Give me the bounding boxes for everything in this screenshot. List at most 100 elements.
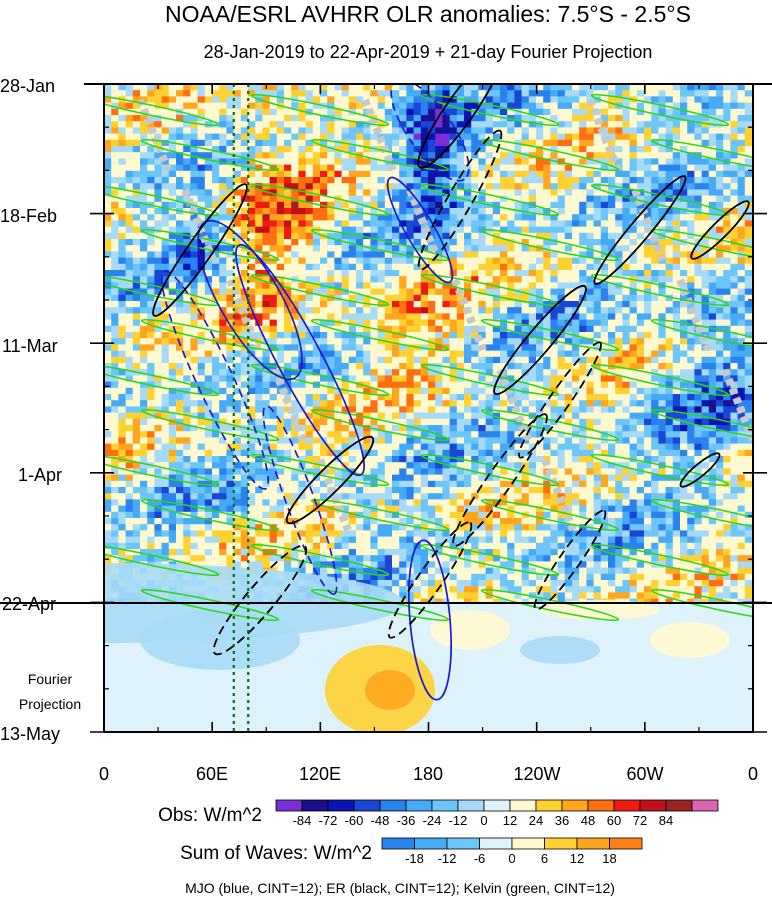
olr-cell <box>543 251 551 258</box>
olr-cell <box>399 412 407 420</box>
olr-cell <box>701 183 710 190</box>
olr-cell <box>118 220 126 227</box>
olr-cell <box>197 133 206 141</box>
olr-cell <box>730 195 738 203</box>
olr-cell <box>291 108 299 116</box>
olr-cell <box>118 319 126 327</box>
olr-cell <box>550 96 558 103</box>
olr-cell <box>284 96 292 103</box>
olr-cell <box>176 177 184 184</box>
olr-cell <box>744 220 753 227</box>
olr-cell <box>334 102 342 110</box>
olr-cell <box>658 146 666 153</box>
olr-cell <box>658 350 666 358</box>
olr-cell <box>370 257 378 265</box>
olr-cell <box>384 356 393 364</box>
olr-cell <box>687 90 695 97</box>
olr-cell <box>204 226 213 234</box>
olr-cell <box>327 418 335 426</box>
olr-cell <box>356 90 364 97</box>
olr-cell <box>104 189 112 196</box>
olr-cell <box>291 332 299 339</box>
olr-cell <box>464 325 472 333</box>
olr-cell <box>176 90 184 97</box>
olr-cell <box>550 183 558 190</box>
olr-cell <box>240 115 249 122</box>
olr-cell <box>514 183 522 190</box>
olr-cell <box>140 121 148 128</box>
olr-cell <box>363 406 371 413</box>
olr-cell <box>442 356 450 364</box>
olr-cell <box>291 350 299 358</box>
olr-cell <box>262 177 270 184</box>
olr-cell <box>737 239 746 246</box>
olr-cell <box>557 350 566 358</box>
olr-cell <box>118 208 126 215</box>
olr-cell <box>464 400 472 407</box>
olr-cell <box>233 139 242 147</box>
olr-cell <box>168 121 177 128</box>
olr-cell <box>132 226 141 234</box>
olr-cell <box>485 208 494 215</box>
olr-cell <box>456 170 465 178</box>
olr-cell <box>262 406 270 413</box>
olr-cell <box>348 282 357 289</box>
olr-cell <box>312 276 321 283</box>
olr-cell <box>708 146 717 153</box>
olr-cell <box>406 369 414 376</box>
olr-cell <box>478 381 486 389</box>
olr-cell <box>413 133 422 141</box>
olr-cell <box>730 90 738 97</box>
olr-cell <box>204 288 213 296</box>
olr-cell <box>219 363 227 370</box>
olr-cell <box>564 121 573 128</box>
olr-cell <box>125 170 134 178</box>
olr-cell <box>543 257 551 265</box>
olr-cell <box>694 115 702 122</box>
olr-cell <box>348 201 357 209</box>
olr-cell <box>658 115 666 122</box>
olr-cell <box>168 214 177 221</box>
olr-cell <box>716 400 724 407</box>
olr-cell <box>341 369 350 376</box>
olr-cell <box>312 127 321 134</box>
olr-cell <box>687 239 695 246</box>
olr-cell <box>147 257 155 265</box>
olr-cell <box>197 158 206 165</box>
olr-cell <box>305 363 314 370</box>
olr-cell <box>478 270 486 277</box>
olr-cell <box>629 369 638 376</box>
olr-cell <box>449 381 458 389</box>
olr-cell <box>471 350 479 358</box>
olr-cell <box>536 313 544 320</box>
olr-cell <box>629 350 638 358</box>
olr-cell <box>348 220 357 227</box>
olr-cell <box>485 96 494 103</box>
olr-cell <box>435 139 443 147</box>
olr-cell <box>456 338 465 345</box>
olr-cell <box>255 127 263 134</box>
olr-cell <box>219 263 227 271</box>
olr-cell <box>147 84 155 91</box>
olr-cell <box>125 146 134 153</box>
olr-cell <box>327 288 335 296</box>
olr-cell <box>428 263 436 271</box>
olr-cell <box>471 400 479 407</box>
olr-cell <box>680 133 688 141</box>
olr-cell <box>701 239 710 246</box>
olr-cell <box>680 325 688 333</box>
olr-cell <box>363 152 371 159</box>
olr-cell <box>190 177 198 184</box>
olr-cell <box>406 232 414 240</box>
olr-cell <box>528 133 537 141</box>
olr-cell <box>456 164 465 172</box>
olr-cell <box>485 418 494 426</box>
olr-cell <box>370 170 378 178</box>
olr-cell <box>456 214 465 221</box>
olr-cell <box>399 158 407 165</box>
olr-cell <box>557 338 566 345</box>
olr-cell <box>737 369 746 376</box>
olr-cell <box>485 232 494 240</box>
olr-cell <box>730 344 738 351</box>
olr-cell <box>744 226 753 234</box>
